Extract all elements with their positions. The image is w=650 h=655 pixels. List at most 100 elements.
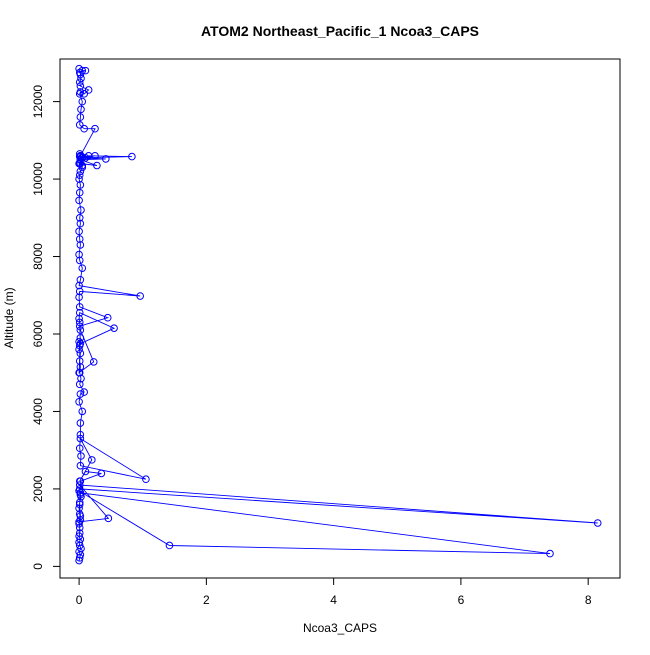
data-point xyxy=(76,219,85,228)
chart-title: ATOM2 Northeast_Pacific_1 Ncoa3_CAPS xyxy=(201,23,479,39)
data-point xyxy=(75,188,84,197)
data-point xyxy=(75,532,83,540)
data-point xyxy=(75,314,83,323)
data-point xyxy=(75,556,83,565)
data-point xyxy=(75,250,83,259)
data-point xyxy=(75,523,84,532)
data-point xyxy=(75,78,84,87)
data-point xyxy=(75,485,84,493)
data-point xyxy=(76,181,85,189)
data-point xyxy=(81,467,90,476)
y-tick-label: 12000 xyxy=(31,85,45,119)
data-point xyxy=(75,287,84,296)
data-point xyxy=(91,124,99,133)
data-point xyxy=(75,64,83,73)
data-point xyxy=(104,514,113,523)
data-point xyxy=(76,512,85,520)
x-axis-label: Ncoa3_CAPS xyxy=(303,621,377,635)
y-tick-label: 4000 xyxy=(31,398,45,425)
data-point xyxy=(75,345,83,354)
data-point xyxy=(75,498,84,507)
x-tick-label: 0 xyxy=(76,593,83,607)
data-point xyxy=(75,477,84,485)
data-point xyxy=(77,74,85,83)
y-tick-label: 0 xyxy=(31,563,45,570)
data-point xyxy=(80,388,88,396)
data-point xyxy=(76,152,85,160)
data-point xyxy=(128,152,136,161)
data-point xyxy=(75,397,83,406)
data-point xyxy=(76,390,85,398)
data-point xyxy=(80,124,88,133)
data-point xyxy=(75,500,84,509)
y-tick-label: 2000 xyxy=(31,475,45,502)
x-tick-label: 2 xyxy=(203,593,210,607)
x-axis: 0 2 4 6 8 xyxy=(76,577,592,607)
data-point xyxy=(75,322,84,331)
data-point xyxy=(77,105,85,114)
data-point xyxy=(76,434,85,443)
data-point xyxy=(75,121,84,129)
data-point xyxy=(77,452,85,460)
data-point xyxy=(76,349,85,358)
data-point xyxy=(76,490,85,499)
data-point xyxy=(75,504,83,513)
data-point xyxy=(75,175,83,183)
data-point xyxy=(102,155,110,163)
data-point xyxy=(75,368,83,377)
data-point xyxy=(81,153,90,162)
data-point xyxy=(110,324,118,332)
data-point xyxy=(76,419,85,427)
data-point xyxy=(142,475,150,484)
data-point xyxy=(75,519,83,528)
y-axis: 0 2000 4000 6000 8000 10000 12000 xyxy=(31,85,61,570)
y-tick-label: 10000 xyxy=(31,162,45,196)
data-point xyxy=(75,308,84,317)
data-point xyxy=(75,227,83,236)
data-point xyxy=(593,519,602,527)
data-point xyxy=(78,264,87,272)
data-point xyxy=(75,281,83,290)
data-point xyxy=(88,456,96,464)
data-point xyxy=(75,235,84,243)
data-point xyxy=(546,549,554,558)
data-point xyxy=(75,337,83,346)
data-point xyxy=(77,206,85,214)
data-point xyxy=(76,516,85,524)
data-point xyxy=(75,196,83,205)
data-point xyxy=(75,529,84,537)
data-point xyxy=(75,357,84,365)
data-point xyxy=(75,68,84,77)
data-point xyxy=(76,241,85,249)
data-point xyxy=(75,380,84,389)
data-point xyxy=(76,339,85,348)
data-point xyxy=(76,334,85,342)
data-point xyxy=(93,161,101,170)
y-tick-label: 8000 xyxy=(31,243,45,270)
data-point xyxy=(165,541,174,550)
series-layer xyxy=(75,64,602,565)
y-axis-label: Altitude (m) xyxy=(2,287,16,348)
data-point xyxy=(136,292,144,300)
data-point xyxy=(76,488,85,497)
x-tick-label: 4 xyxy=(330,593,337,607)
data-point xyxy=(103,313,112,322)
data-point xyxy=(75,444,84,453)
data-point xyxy=(76,363,85,371)
data-point xyxy=(75,481,84,489)
data-point xyxy=(97,469,106,478)
data-point xyxy=(75,256,84,265)
data-point xyxy=(75,213,84,222)
data-point xyxy=(75,159,84,168)
y-tick-label: 6000 xyxy=(31,320,45,347)
data-point xyxy=(91,152,99,160)
data-point xyxy=(89,358,98,366)
data-point xyxy=(76,113,85,121)
x-tick-label: 8 xyxy=(585,593,592,607)
data-point xyxy=(75,171,84,179)
x-tick-label: 6 xyxy=(458,593,465,607)
data-point xyxy=(78,97,87,106)
data-point xyxy=(84,86,93,94)
